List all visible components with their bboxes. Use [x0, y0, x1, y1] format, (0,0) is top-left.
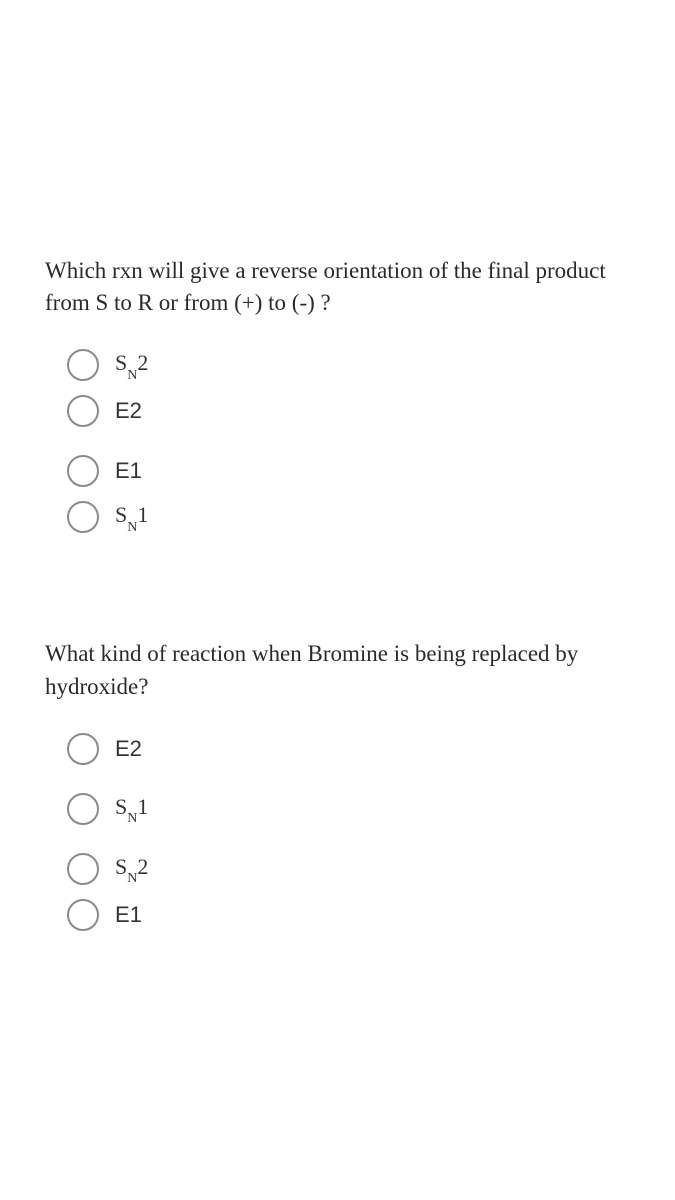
option-row[interactable]: E1 [67, 899, 630, 931]
option-row[interactable]: E2 [67, 395, 630, 427]
question-text: Which rxn will give a reverse orientatio… [45, 255, 630, 319]
option-row[interactable]: SN2 [67, 349, 630, 381]
question-block-1: Which rxn will give a reverse orientatio… [45, 255, 630, 533]
option-label: E2 [115, 398, 142, 424]
option-label: SN1 [115, 794, 148, 824]
question-text: What kind of reaction when Bromine is be… [45, 638, 630, 702]
option-row[interactable]: E2 [67, 733, 630, 765]
radio-icon[interactable] [67, 455, 99, 487]
option-label: SN1 [115, 502, 148, 532]
radio-icon[interactable] [67, 793, 99, 825]
radio-icon[interactable] [67, 853, 99, 885]
radio-icon[interactable] [67, 395, 99, 427]
options-group-1: SN2 E2 E1 SN1 [45, 349, 630, 533]
option-row[interactable]: E1 [67, 455, 630, 487]
option-label: E2 [115, 736, 142, 762]
radio-icon[interactable] [67, 501, 99, 533]
option-row[interactable]: SN1 [67, 793, 630, 825]
option-row[interactable]: SN2 [67, 853, 630, 885]
option-label: SN2 [115, 350, 148, 380]
option-label: E1 [115, 902, 142, 928]
radio-icon[interactable] [67, 349, 99, 381]
quiz-container: Which rxn will give a reverse orientatio… [0, 0, 675, 1086]
radio-icon[interactable] [67, 733, 99, 765]
option-label: E1 [115, 458, 142, 484]
options-group-2: E2 SN1 SN2 E1 [45, 733, 630, 931]
option-row[interactable]: SN1 [67, 501, 630, 533]
question-block-2: What kind of reaction when Bromine is be… [45, 638, 630, 930]
option-label: SN2 [115, 854, 148, 884]
radio-icon[interactable] [67, 899, 99, 931]
